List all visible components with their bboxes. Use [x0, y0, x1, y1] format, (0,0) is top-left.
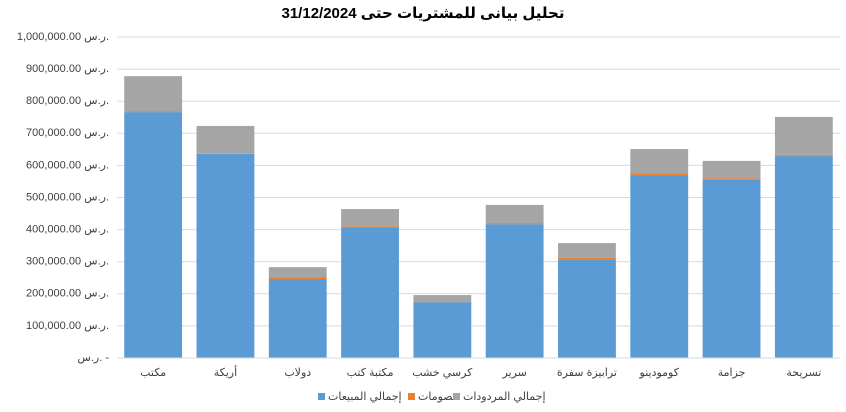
legend-label: إجمالي المبيعات: [328, 391, 402, 403]
bar-segment: [558, 259, 616, 358]
bar-segment: [124, 111, 183, 113]
bar-segment: [124, 112, 183, 358]
bar-segment: [558, 243, 616, 258]
bar-segment: [630, 149, 689, 174]
y-tick-label: 300,000.00 ر.س.: [26, 256, 109, 268]
y-tick-label: 100,000.00 ر.س.: [26, 320, 109, 332]
bar-segment: [702, 178, 761, 180]
bar-segment: [196, 153, 255, 358]
bar-segment: [485, 223, 544, 225]
bar-segment: [268, 267, 327, 278]
x-tick-label: تسريحة: [786, 367, 821, 379]
bar-segment: [196, 153, 255, 154]
legend-label: إجمالي المردودات: [463, 391, 546, 403]
bar-segment: [413, 295, 472, 302]
y-tick-label: 900,000.00 ر.س.: [26, 63, 109, 75]
x-tick-label: كرسي خشب: [412, 367, 473, 379]
bar-segment: [774, 154, 833, 157]
legend-swatch: [408, 393, 415, 400]
bar-segment: [774, 116, 833, 155]
bar-segment: [341, 227, 399, 358]
bar-segment: [558, 257, 616, 260]
x-tick-label: كومودينو: [639, 367, 680, 379]
chart-title: تحليل بيانى للمشتريات حتى 31/12/2024: [282, 5, 565, 22]
y-tick-label: 500,000.00 ر.س.: [26, 191, 109, 203]
y-tick-label: 800,000.00 ر.س.: [26, 95, 109, 107]
y-tick-label: 700,000.00 ر.س.: [26, 127, 109, 139]
bar-segment: [268, 279, 327, 358]
bar-segment: [341, 209, 399, 227]
x-tick-label: مكتبة كتب: [347, 367, 394, 379]
bar-segment: [630, 175, 689, 358]
y-tick-label: 600,000.00 ر.س.: [26, 159, 109, 171]
y-tick-label: 400,000.00 ر.س.: [26, 224, 109, 236]
y-tick-label: ر.س. -: [77, 352, 109, 364]
bar-segment: [702, 160, 761, 179]
legend-swatch: [453, 393, 460, 400]
bar-segment: [413, 302, 472, 358]
bar-segment: [341, 226, 399, 228]
legend-label: خصومات: [418, 391, 460, 403]
bar-segment: [413, 301, 472, 303]
bar-segment: [196, 125, 255, 154]
legend-swatch: [318, 393, 325, 400]
x-tick-label: سرير: [501, 367, 526, 379]
x-tick-label: ترابيزة سفرة: [557, 367, 617, 379]
bar-segment: [702, 179, 761, 358]
bar-segment: [124, 76, 183, 112]
x-tick-label: دولاب: [284, 367, 311, 379]
y-tick-label: 1,000,000.00 ر.س.: [17, 31, 109, 43]
x-tick-label: جزامة: [718, 367, 746, 379]
bar-segment: [630, 173, 689, 176]
y-tick-label: 200,000.00 ر.س.: [26, 288, 109, 300]
bar-segment: [774, 156, 833, 358]
bar-segment: [268, 277, 327, 280]
bar-segment: [485, 224, 544, 358]
bar-segment: [485, 204, 544, 224]
x-tick-label: أريكة: [214, 365, 237, 379]
x-tick-label: مكتب: [140, 367, 166, 379]
